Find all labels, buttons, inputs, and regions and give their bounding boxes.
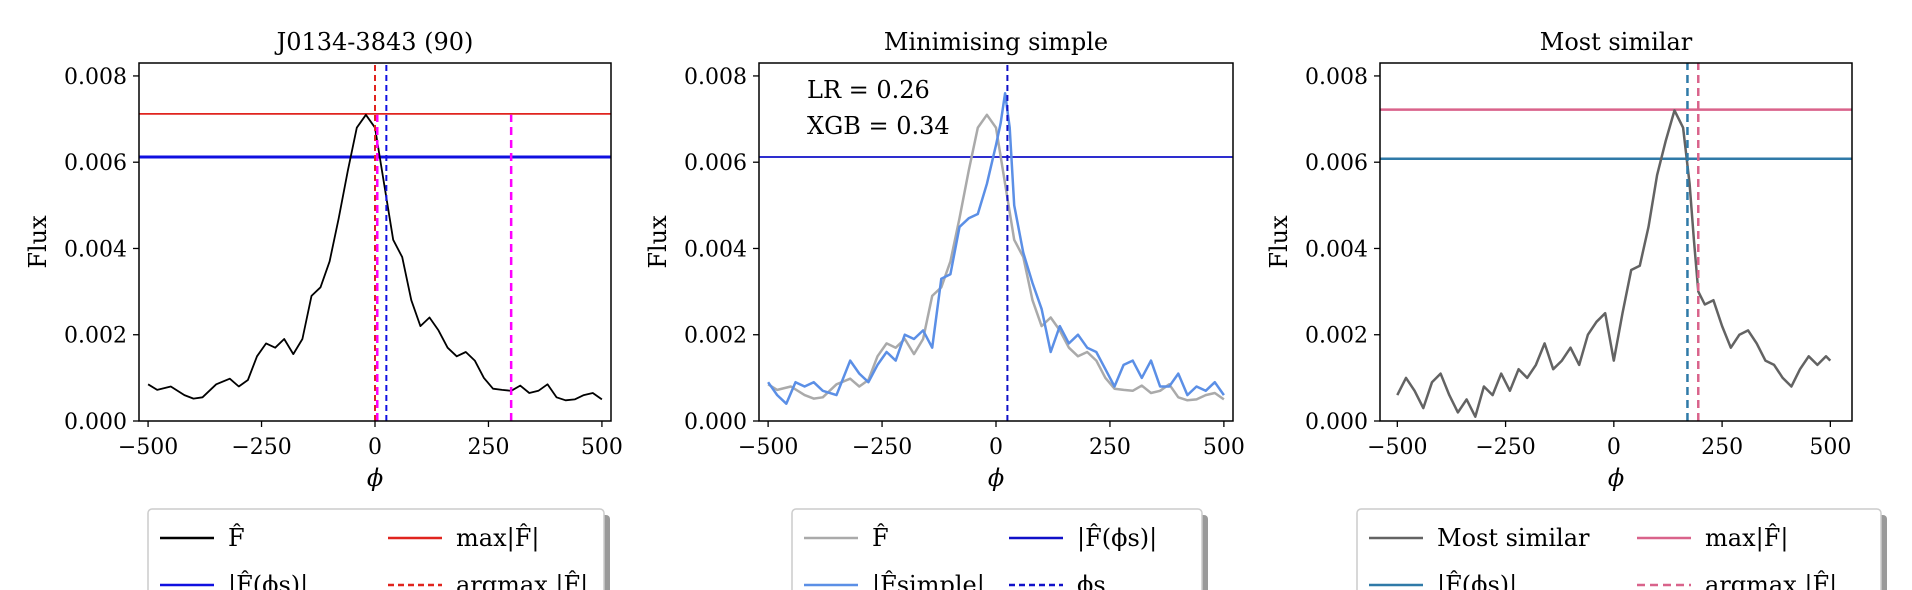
x-tick-label: 0 bbox=[368, 435, 382, 460]
x-tick-label: 250 bbox=[1701, 435, 1743, 460]
legend-label: max|F̂| bbox=[1705, 524, 1788, 553]
x-tick-label: −250 bbox=[231, 435, 291, 460]
plot-area bbox=[759, 63, 1233, 421]
axes-frame bbox=[1379, 62, 1853, 422]
x-tick-label: −500 bbox=[1367, 435, 1427, 460]
legend-label: F̂ bbox=[228, 524, 245, 552]
y-tick-label: 0.000 bbox=[1305, 410, 1368, 435]
chart-title: Minimising simple bbox=[884, 28, 1108, 56]
legend: F̂ |F̂(ϕs)| |F̂simple| ϕs bbox=[791, 508, 1208, 590]
x-tick-label: −500 bbox=[118, 435, 178, 460]
x-tick-label: 500 bbox=[1203, 435, 1245, 460]
y-tick-label: 0.004 bbox=[684, 237, 747, 262]
x-tick-label: 250 bbox=[1089, 435, 1131, 460]
y-axis-label: Flux bbox=[644, 215, 672, 269]
x-tick-label: 0 bbox=[989, 435, 1003, 460]
y-tick-label: 0.000 bbox=[64, 410, 127, 435]
legend-label: |F̂simple| bbox=[872, 571, 985, 590]
series-line-0 bbox=[767, 113, 1225, 402]
chart-panel-1: −500 −250 0 250 500 0.000 0.002 0.004 0.006 0.008… bbox=[24, 28, 623, 590]
legend-label: |F̂(ϕs)| bbox=[1077, 524, 1157, 553]
y-tick-label: 0.008 bbox=[1305, 65, 1368, 90]
x-tick-label: −250 bbox=[1475, 435, 1535, 460]
y-tick-label: 0.006 bbox=[64, 151, 127, 176]
legend-label: Most similar bbox=[1437, 524, 1590, 552]
y-axis-label: Flux bbox=[1265, 215, 1293, 269]
chart-panel-2: −500 −250 0 250 500 0.000 0.002 0.004 0.006 0.008… bbox=[644, 28, 1245, 590]
annotation-text: LR = 0.26 bbox=[807, 76, 930, 104]
x-tick-label: −250 bbox=[852, 435, 912, 460]
series-line-1 bbox=[767, 91, 1225, 405]
x-axis-label: ϕ bbox=[988, 464, 1004, 492]
plot-area bbox=[139, 63, 611, 421]
y-tick-label: 0.004 bbox=[1305, 237, 1368, 262]
legend-label: |F̂(ϕs)| bbox=[228, 571, 308, 590]
x-tick-label: 500 bbox=[1809, 435, 1851, 460]
y-axis-label: Flux bbox=[24, 215, 52, 269]
chart-title: J0134-3843 (90) bbox=[274, 28, 474, 56]
legend-label: max|F̂| bbox=[456, 524, 539, 553]
legend-label: F̂ bbox=[872, 524, 889, 552]
x-tick-label: −500 bbox=[738, 435, 798, 460]
x-tick-label: 0 bbox=[1607, 435, 1621, 460]
y-tick-label: 0.002 bbox=[64, 324, 127, 349]
series-line-0 bbox=[147, 113, 603, 402]
legend-frame bbox=[1356, 508, 1882, 590]
y-tick-label: 0.004 bbox=[64, 237, 127, 262]
legend-frame bbox=[147, 508, 605, 590]
chart-panel-3: −500 −250 0 250 500 0.000 0.002 0.004 0.006 0.008… bbox=[1265, 28, 1887, 590]
y-tick-label: 0.008 bbox=[64, 65, 127, 90]
annotation-text: XGB = 0.34 bbox=[807, 112, 950, 140]
plot-area bbox=[1380, 63, 1852, 421]
legend: Most similar max|F̂| |F̂(ϕs)| argmax |F̂| bbox=[1356, 508, 1887, 590]
x-tick-label: 500 bbox=[581, 435, 623, 460]
y-tick-label: 0.002 bbox=[1305, 324, 1368, 349]
series-line-0 bbox=[1396, 109, 1832, 418]
legend-frame bbox=[791, 508, 1203, 590]
legend-label: argmax |F̂| bbox=[456, 571, 588, 590]
x-axis-label: ϕ bbox=[367, 464, 383, 492]
y-tick-label: 0.006 bbox=[1305, 151, 1368, 176]
y-tick-label: 0.008 bbox=[684, 65, 747, 90]
chart-title: Most similar bbox=[1540, 28, 1693, 56]
x-axis-label: ϕ bbox=[1608, 464, 1624, 492]
y-tick-label: 0.006 bbox=[684, 151, 747, 176]
y-tick-label: 0.002 bbox=[684, 324, 747, 349]
legend-label: |F̂(ϕs)| bbox=[1437, 571, 1517, 590]
x-tick-label: 250 bbox=[467, 435, 509, 460]
legend-label: argmax |F̂| bbox=[1705, 571, 1837, 590]
legend: F̂ max|F̂| |F̂(ϕs)| argmax |F̂| bbox=[147, 508, 610, 590]
y-tick-label: 0.000 bbox=[684, 410, 747, 435]
legend-label: ϕs bbox=[1077, 571, 1106, 590]
